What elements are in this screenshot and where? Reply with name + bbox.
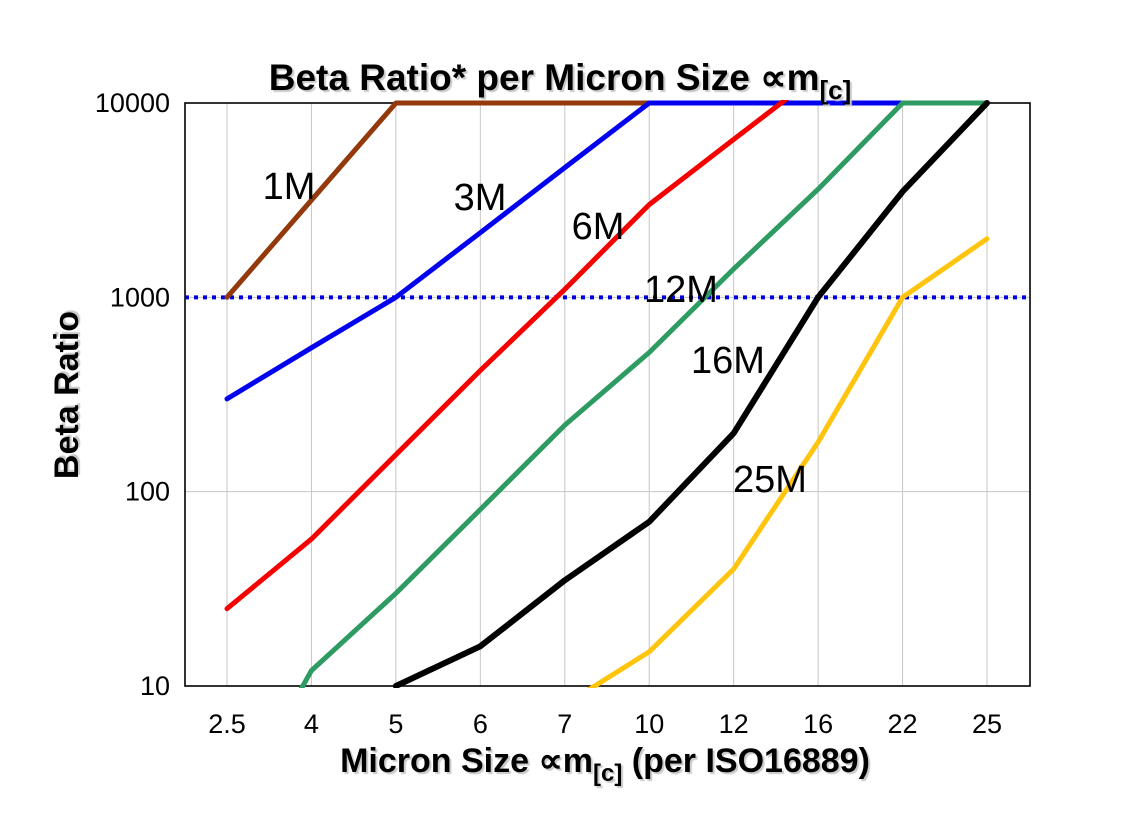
y-tick-label: 10000 (95, 88, 170, 118)
series-label-6M: 6M (572, 206, 625, 248)
x-axis-title: Micron Size ∝m[c] (per ISO16889) (340, 742, 870, 787)
x-tick-label: 5 (388, 709, 403, 739)
x-axis-title-subscript: [c] (593, 760, 622, 787)
series-label-12M: 12M (644, 269, 718, 311)
series-label-16M: 16M (691, 340, 765, 382)
x-tick-label: 25 (972, 709, 1002, 739)
series-line-25M (586, 236, 990, 688)
x-tick-label: 10 (634, 709, 664, 739)
chart-title: Beta Ratio* per Micron Size ∝m[c] (269, 57, 852, 105)
series-label-1M: 1M (263, 166, 316, 208)
x-tick-label: 4 (304, 709, 319, 739)
series-line-16M (392, 100, 990, 688)
y-tick-label: 10 (140, 671, 170, 701)
chart-title-subscript: [c] (819, 75, 851, 105)
series-layer (224, 100, 990, 688)
series-label-25M: 25M (733, 459, 807, 501)
y-tick-label: 100 (125, 477, 170, 507)
x-tick-label: 22 (888, 709, 918, 739)
series-line-3M (224, 100, 990, 402)
y-tick-label: 1000 (110, 282, 170, 312)
series-line-12M (298, 100, 990, 688)
x-tick-label: 16 (803, 709, 833, 739)
tick-labels-layer: 10 100 1000 10000 2.5 4 5 6 7 10 12 16 22 25 (95, 88, 1002, 739)
series-labels-layer: 1M 3M 6M 12M 16M 25M (263, 166, 807, 501)
series-label-3M: 3M (454, 177, 507, 219)
x-tick-label: 7 (557, 709, 572, 739)
y-axis-title: Beta Ratio (48, 311, 86, 479)
series-line-6M (224, 100, 790, 612)
x-tick-label: 12 (719, 709, 749, 739)
x-tick-label: 6 (473, 709, 488, 739)
x-tick-label: 2.5 (208, 709, 246, 739)
